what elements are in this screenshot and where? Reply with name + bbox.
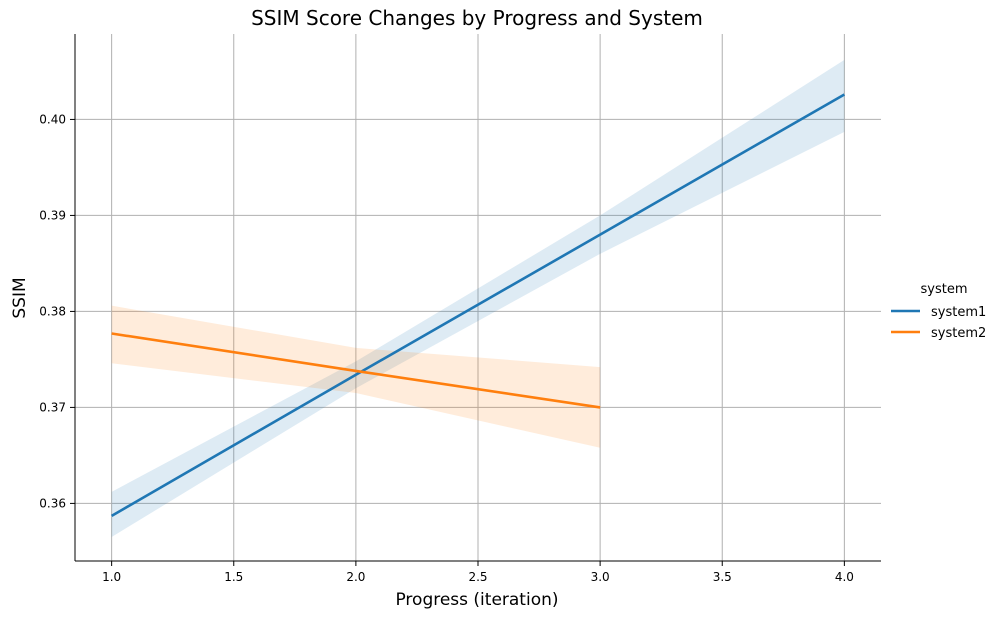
y-tick-label: 0.36 [39, 496, 66, 510]
series-lines [110, 93, 846, 518]
y-tick-label: 0.38 [39, 304, 66, 318]
series-line-system2 [111, 332, 601, 409]
y-tick-label: 0.39 [39, 208, 66, 222]
x-tick-label: 2.0 [346, 570, 365, 584]
legend-title: system [921, 282, 968, 297]
confidence-bands [111, 59, 845, 538]
x-tick-label: 3.5 [713, 570, 732, 584]
legend: system system1 system2 [891, 282, 986, 341]
ci-band-system1 [111, 59, 845, 538]
y-axis-label: SSIM [10, 277, 30, 318]
y-ticks: 0.36 0.37 0.38 0.39 0.40 [39, 112, 75, 510]
x-tick-label: 2.5 [468, 570, 487, 584]
y-tick-label: 0.40 [39, 112, 66, 126]
x-ticks: 1.0 1.5 2.0 2.5 3.0 3.5 4.0 [102, 561, 854, 584]
x-tick-label: 1.0 [102, 570, 121, 584]
grid-lines [75, 34, 881, 561]
x-tick-label: 3.0 [591, 570, 610, 584]
y-tick-label: 0.37 [39, 400, 66, 414]
x-tick-label: 1.5 [224, 570, 243, 584]
series-line-system1 [110, 93, 846, 518]
ci-band-system2 [111, 305, 601, 448]
legend-label-system2: system2 [931, 326, 986, 341]
legend-label-system1: system1 [931, 305, 986, 320]
x-tick-label: 4.0 [835, 570, 854, 584]
chart-title: SSIM Score Changes by Progress and Syste… [251, 6, 703, 30]
x-axis-label: Progress (iteration) [395, 590, 558, 610]
